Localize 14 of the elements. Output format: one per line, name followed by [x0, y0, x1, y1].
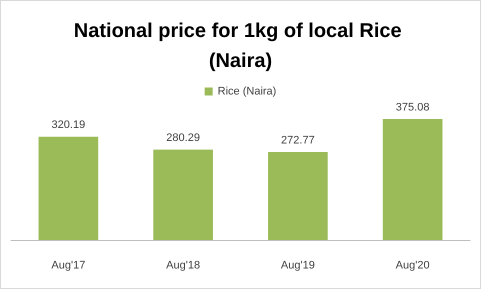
data-label: 272.77 — [281, 134, 315, 147]
chart-title: National price for 1kg of local Rice (Naira) — [74, 20, 408, 72]
x-tick-label: Aug'18 — [166, 260, 200, 272]
x-tick-label: Aug'19 — [280, 260, 315, 272]
x-tick-label: Aug'20 — [396, 260, 430, 272]
bar — [38, 136, 98, 240]
bar — [153, 150, 213, 240]
x-tick-label: Aug'17 — [51, 260, 86, 272]
legend-label: Rice (Naira) — [218, 86, 276, 98]
data-label: 320.19 — [52, 119, 86, 132]
bar — [382, 119, 442, 240]
data-label: 280.29 — [166, 132, 200, 144]
bar — [268, 152, 328, 240]
data-label: 375.08 — [396, 102, 430, 114]
